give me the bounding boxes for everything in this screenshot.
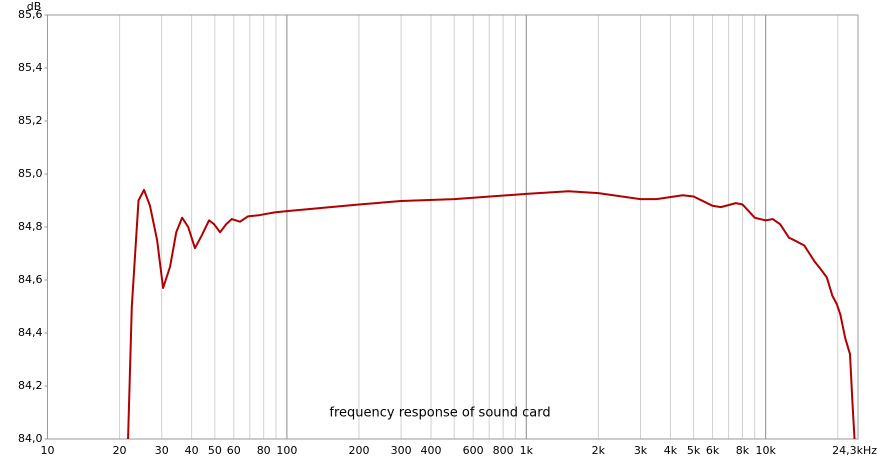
x-tick-label: 10k <box>755 444 776 457</box>
x-tick-label: 4k <box>664 444 678 457</box>
y-tick-label: 84,2 <box>18 379 43 392</box>
x-tick-label: 3k <box>634 444 648 457</box>
y-tick-label: 85,2 <box>18 114 43 127</box>
y-axis-unit: dB <box>27 0 42 13</box>
y-tick-label: 84,6 <box>18 273 43 286</box>
x-tick-label: 60 <box>227 444 241 457</box>
y-tick-label: 84,0 <box>18 432 43 445</box>
x-tick-label: 6k <box>706 444 720 457</box>
x-tick-label: 24,3kHz <box>832 444 877 457</box>
x-tick-label: 300 <box>391 444 412 457</box>
x-tick-label: 80 <box>257 444 271 457</box>
x-tick-label: 400 <box>421 444 442 457</box>
x-tick-label: 30 <box>155 444 169 457</box>
x-tick-label: 40 <box>185 444 199 457</box>
y-tick-label: 84,8 <box>18 220 43 233</box>
x-tick-label: 2k <box>592 444 606 457</box>
x-tick-label: 5k <box>687 444 701 457</box>
x-tick-label: 100 <box>276 444 297 457</box>
response-curve <box>127 188 856 440</box>
x-tick-label: 20 <box>113 444 127 457</box>
y-tick-label: 84,4 <box>18 326 43 339</box>
x-tick-label: 10 <box>41 444 55 457</box>
y-tick-label: 85,4 <box>18 61 43 74</box>
x-tick-label: 50 <box>208 444 222 457</box>
x-tick-label: 8k <box>736 444 750 457</box>
x-tick-label: 200 <box>348 444 369 457</box>
x-tick-label: 1k <box>520 444 534 457</box>
y-tick-label: 85,6 <box>18 8 43 21</box>
x-tick-label: 600 <box>463 444 484 457</box>
y-tick-label: 85,0 <box>18 167 43 180</box>
x-tick-label: 800 <box>493 444 514 457</box>
annotation: frequency response of sound card <box>329 406 550 421</box>
